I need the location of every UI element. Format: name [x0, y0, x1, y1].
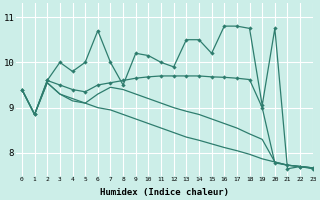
X-axis label: Humidex (Indice chaleur): Humidex (Indice chaleur): [100, 188, 229, 197]
